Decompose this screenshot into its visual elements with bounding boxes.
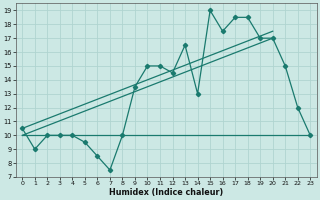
- X-axis label: Humidex (Indice chaleur): Humidex (Indice chaleur): [109, 188, 223, 197]
